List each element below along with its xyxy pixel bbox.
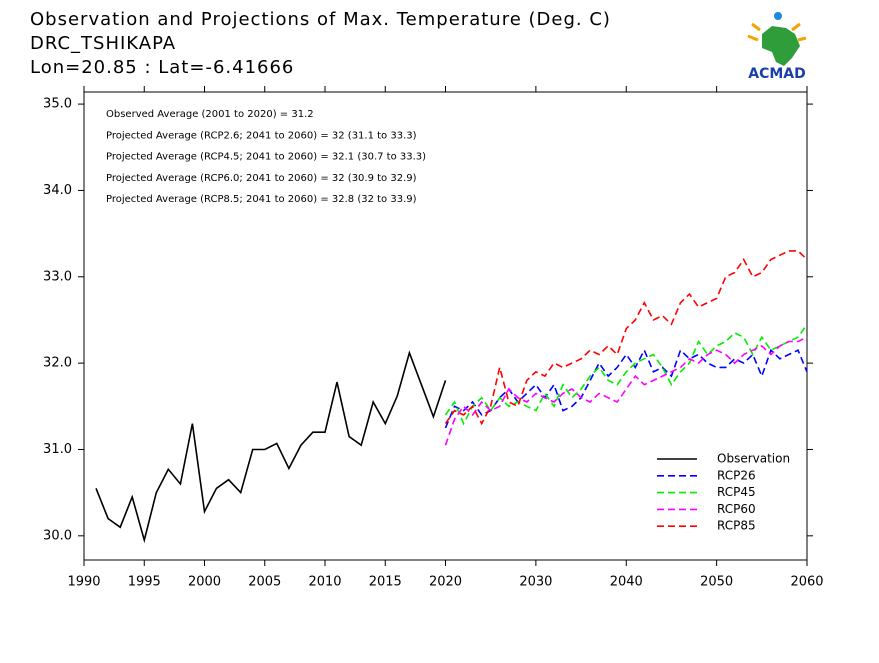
legend-label: RCP26 — [717, 468, 756, 482]
x-tick-label: 1995 — [128, 575, 161, 590]
y-tick-label: 32.0 — [43, 356, 72, 371]
y-tick-label: 35.0 — [43, 97, 72, 112]
x-tick-label: 2040 — [610, 575, 643, 590]
x-tick-label: 2010 — [308, 575, 341, 590]
series-line — [444, 348, 808, 429]
legend-label: RCP85 — [717, 519, 756, 533]
logo-graphic — [747, 12, 807, 66]
legend-label: RCP60 — [717, 502, 756, 516]
series-line — [95, 350, 447, 544]
annotation: Projected Average (RCP2.6; 2041 to 2060)… — [106, 130, 417, 141]
x-tick-label: 2060 — [790, 575, 823, 590]
y-tick-label: 30.0 — [43, 528, 72, 543]
x-tick-label: 2015 — [369, 575, 402, 590]
series-line — [444, 250, 808, 426]
legend-label: RCP45 — [717, 485, 756, 499]
series-line — [444, 336, 808, 446]
annotation: Projected Average (RCP6.0; 2041 to 2060)… — [106, 173, 417, 184]
annotation: Observed Average (2001 to 2020) = 31.2 — [106, 109, 314, 120]
y-tick-label: 34.0 — [43, 183, 72, 198]
annotation: Projected Average (RCP4.5; 2041 to 2060)… — [106, 152, 426, 163]
chart-title: Observation and Projections of Max. Temp… — [30, 9, 611, 30]
x-tick-label: 2050 — [700, 575, 733, 590]
x-tick-label: 2000 — [188, 575, 221, 590]
chart-subtitle: DRC_TSHIKAPA — [30, 33, 176, 54]
annotation: Projected Average (RCP8.5; 2041 to 2060)… — [106, 194, 417, 205]
y-tick-label: 33.0 — [43, 269, 72, 284]
location: Lon=20.85 : Lat=-6.41666 — [30, 57, 294, 78]
x-tick-label: 2020 — [429, 575, 462, 590]
logo-text: ACMAD — [748, 66, 806, 82]
y-tick-label: 31.0 — [43, 442, 72, 457]
legend-label: Observation — [717, 452, 790, 466]
x-tick-label: 2005 — [248, 575, 281, 590]
x-tick-label: 2030 — [519, 575, 552, 590]
series-line — [444, 323, 808, 426]
x-tick-label: 1990 — [67, 575, 100, 590]
